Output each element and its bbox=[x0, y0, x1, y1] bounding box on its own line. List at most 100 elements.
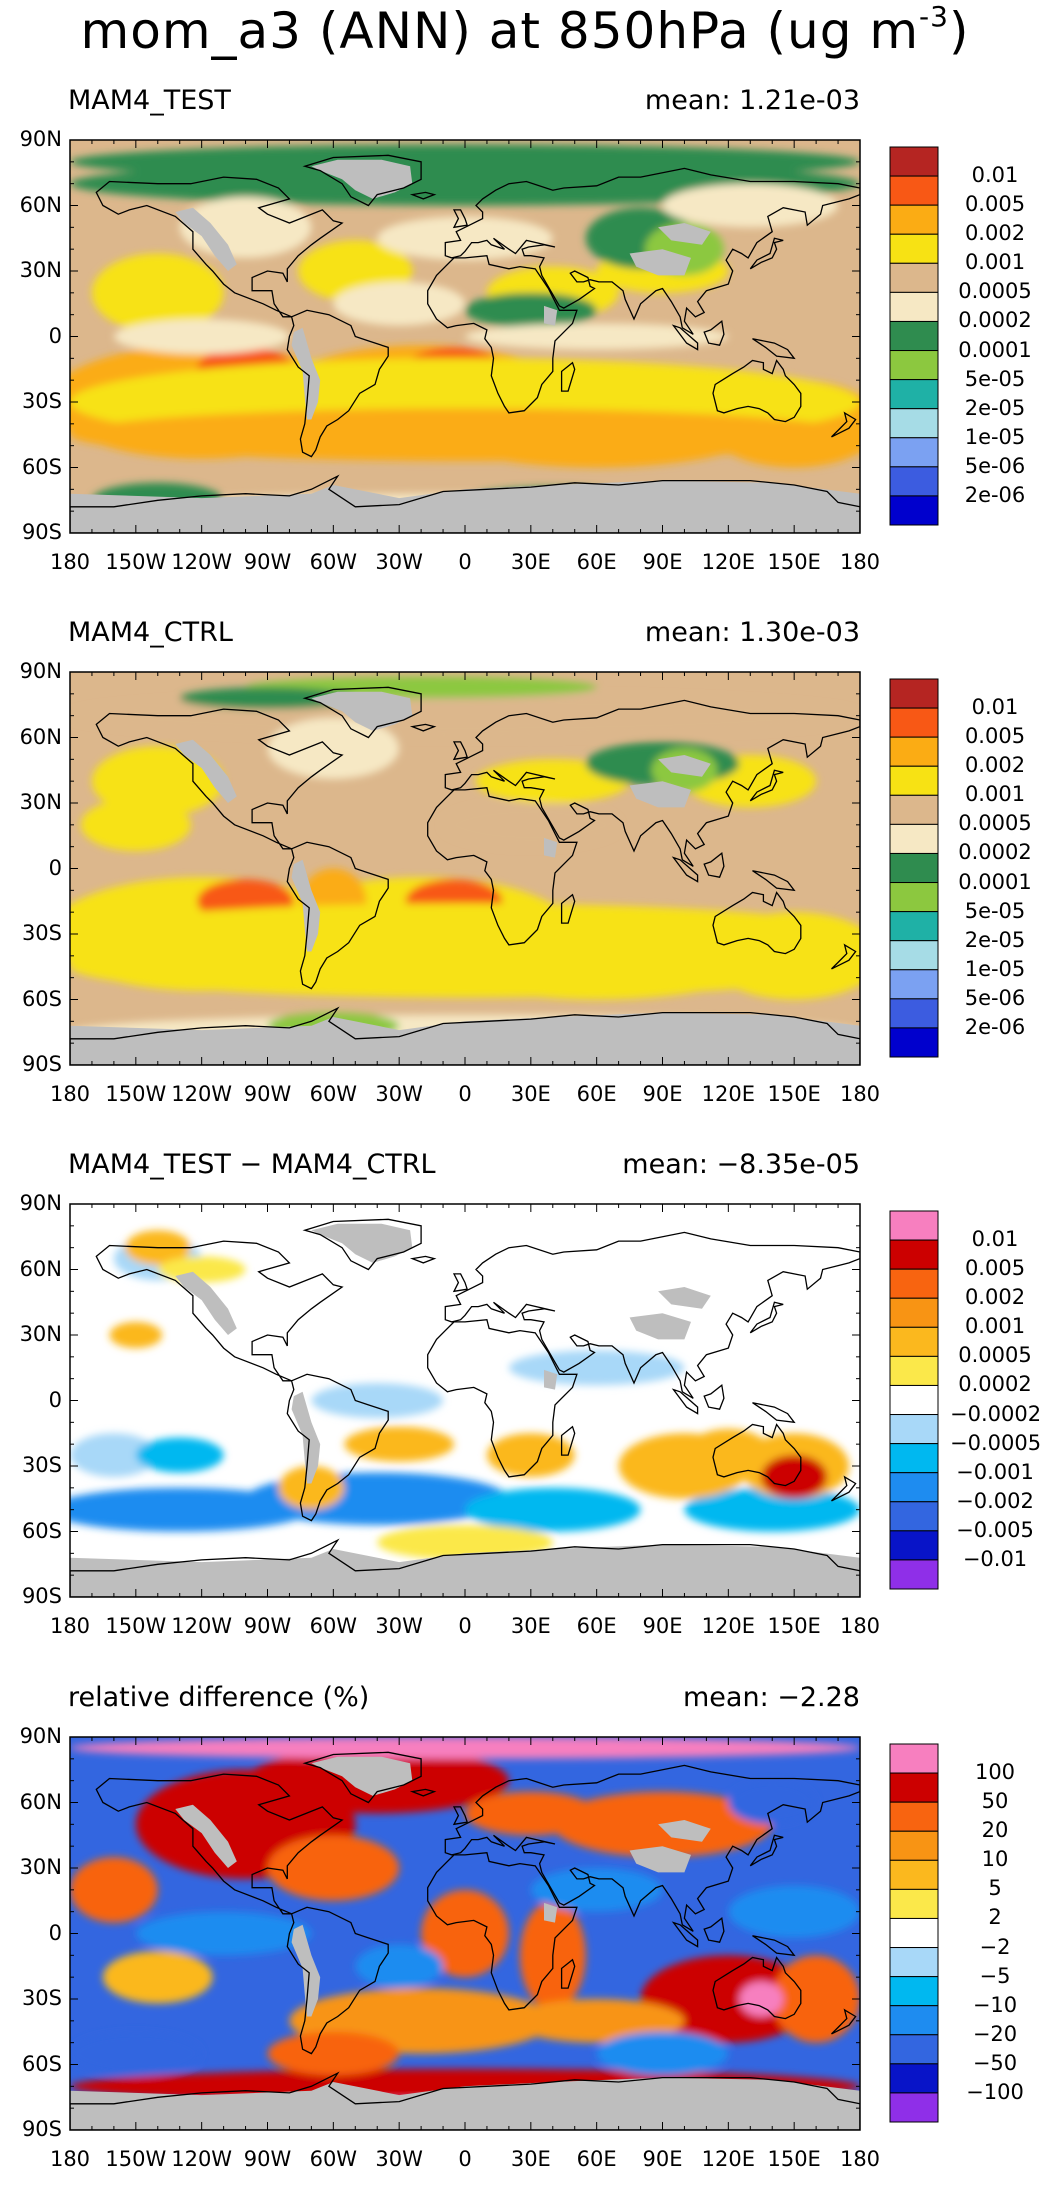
colorbar-box bbox=[889, 852, 939, 884]
colorbar-label: −0.001 bbox=[956, 1459, 1034, 1484]
field-region bbox=[596, 2031, 729, 2076]
lon-tick-label: 90E bbox=[642, 550, 683, 574]
missing-region-ethiopia bbox=[544, 1902, 558, 1923]
figure-title-exponent: -3 bbox=[919, 0, 949, 33]
coastline-sumatra bbox=[671, 856, 699, 883]
colorbar-box bbox=[889, 736, 939, 767]
field-region bbox=[91, 253, 224, 333]
missing-region-antarctic bbox=[70, 2077, 860, 2130]
lat-tick-label: 90S bbox=[21, 1584, 62, 1608]
panel-mean-test: mean: 1.21e-03 bbox=[644, 85, 860, 116]
missing-region-mongolia bbox=[658, 1287, 711, 1309]
colorbar-label: 0.001 bbox=[964, 250, 1026, 275]
lon-tick-label: 120E bbox=[701, 550, 755, 574]
lat-tick-label: 0 bbox=[48, 855, 62, 880]
lon-tick-label: 180 bbox=[839, 1614, 881, 1638]
panel-mean-ctrl: mean: 1.30e-03 bbox=[644, 617, 860, 648]
coastline-greenland bbox=[302, 1751, 422, 1804]
lat-tick-label: 30S bbox=[21, 389, 62, 413]
field-region bbox=[377, 1524, 553, 1560]
colorbar-box bbox=[889, 320, 939, 352]
coastline-sumatra bbox=[671, 1388, 699, 1415]
coastline-greenland bbox=[302, 154, 422, 207]
field-region bbox=[278, 1466, 345, 1510]
field-region bbox=[70, 903, 860, 965]
colorbar-box bbox=[889, 969, 939, 1000]
field-region bbox=[102, 1950, 213, 2004]
coastline-antarctica bbox=[70, 2071, 860, 2130]
coastline-borneo bbox=[703, 1384, 725, 1410]
coastline-samerica bbox=[286, 1906, 389, 2055]
colorbar-label: 0.01 bbox=[971, 695, 1019, 720]
lat-tick-label: 30S bbox=[21, 1986, 62, 2010]
missing-region-rockies bbox=[175, 207, 237, 271]
lat-tick-label: 90N bbox=[19, 1724, 62, 1748]
colorbar-box bbox=[889, 2063, 939, 2094]
map-field-ctrl bbox=[70, 672, 860, 1065]
colorbar-ctrl bbox=[889, 678, 939, 1058]
colorbar-label: 5e-06 bbox=[964, 985, 1026, 1010]
colorbar-box bbox=[889, 291, 939, 322]
colorbar-label: 5e-06 bbox=[964, 453, 1026, 478]
coastline-iceland bbox=[409, 191, 437, 200]
coastline-newguinea bbox=[752, 1935, 796, 1957]
colorbar-box bbox=[889, 262, 939, 293]
missing-region-greenland bbox=[311, 691, 413, 731]
lon-tick-label: 180 bbox=[839, 550, 881, 574]
colorbar-box bbox=[889, 1355, 939, 1386]
colorbar-box bbox=[889, 1472, 939, 1503]
coastline-iceland bbox=[409, 1255, 437, 1264]
colorbar-box bbox=[889, 233, 939, 264]
field-region bbox=[267, 2031, 400, 2076]
coastline-britain bbox=[452, 209, 469, 229]
field-region bbox=[135, 1437, 224, 1473]
colorbar-label: 1e-05 bbox=[964, 956, 1026, 981]
lon-tick-label: 60W bbox=[309, 550, 358, 574]
lat-tick-label: 90S bbox=[21, 520, 62, 544]
lat-tick-label: 30N bbox=[19, 790, 62, 814]
coastline-antarctica bbox=[70, 474, 860, 533]
missing-region-antarctic bbox=[70, 1012, 860, 1065]
lon-tick-label: 150E bbox=[767, 550, 821, 574]
colorbar-label: 2e-06 bbox=[964, 1014, 1026, 1039]
lon-tick-label: 120W bbox=[171, 1082, 233, 1106]
lon-tick-label: 30W bbox=[375, 2147, 423, 2171]
field-region bbox=[728, 1885, 860, 1938]
colorbar-label: 5e-05 bbox=[964, 898, 1026, 923]
lon-tick-label: 0 bbox=[458, 550, 472, 574]
panel-title-test: MAM4_TEST bbox=[68, 85, 231, 116]
lon-tick-label: 90E bbox=[642, 1614, 683, 1638]
panel-title-ctrl: MAM4_CTRL bbox=[68, 617, 233, 648]
lon-tick-label: 120W bbox=[171, 550, 233, 574]
lon-tick-label: 150W bbox=[105, 1082, 167, 1106]
lon-tick-label: 0 bbox=[458, 2147, 472, 2171]
colorbar-box bbox=[889, 1530, 939, 1561]
lon-tick-label: 60W bbox=[309, 2147, 358, 2171]
coastline-namerica bbox=[95, 176, 344, 318]
lon-tick-label: 30E bbox=[510, 2147, 551, 2171]
colorbar-label: −10 bbox=[972, 1992, 1018, 2017]
missing-region-antarctic bbox=[70, 480, 860, 533]
map-ctrl bbox=[69, 671, 861, 1066]
colorbar-label: 50 bbox=[981, 1789, 1009, 1814]
field-region bbox=[684, 1487, 860, 1532]
coastline-greenland bbox=[302, 1218, 422, 1271]
colorbar-label: 0.005 bbox=[964, 724, 1026, 749]
colorbar-label: −100 bbox=[966, 2079, 1024, 2104]
colorbar-label: 1e-05 bbox=[964, 424, 1026, 449]
map-diff bbox=[69, 1203, 861, 1598]
missing-region-mongolia bbox=[658, 755, 711, 777]
lon-tick-label: 30W bbox=[375, 1082, 423, 1106]
missing-region-rockies bbox=[175, 1804, 237, 1868]
field-region bbox=[267, 717, 400, 779]
colorbar-box bbox=[889, 1947, 939, 1978]
colorbar-label: 20 bbox=[981, 1818, 1009, 1843]
coastline-madagascar bbox=[560, 1425, 576, 1456]
lat-tick-label: 90S bbox=[21, 1052, 62, 1076]
colorbar-label: 0.005 bbox=[964, 1256, 1026, 1281]
coastline-eurasia bbox=[444, 1231, 860, 1399]
coastline-newzealand bbox=[831, 943, 857, 970]
lat-tick-label: 90N bbox=[19, 659, 62, 683]
lat-tick-label: 60S bbox=[21, 2051, 62, 2076]
coastline-britain bbox=[452, 741, 469, 761]
